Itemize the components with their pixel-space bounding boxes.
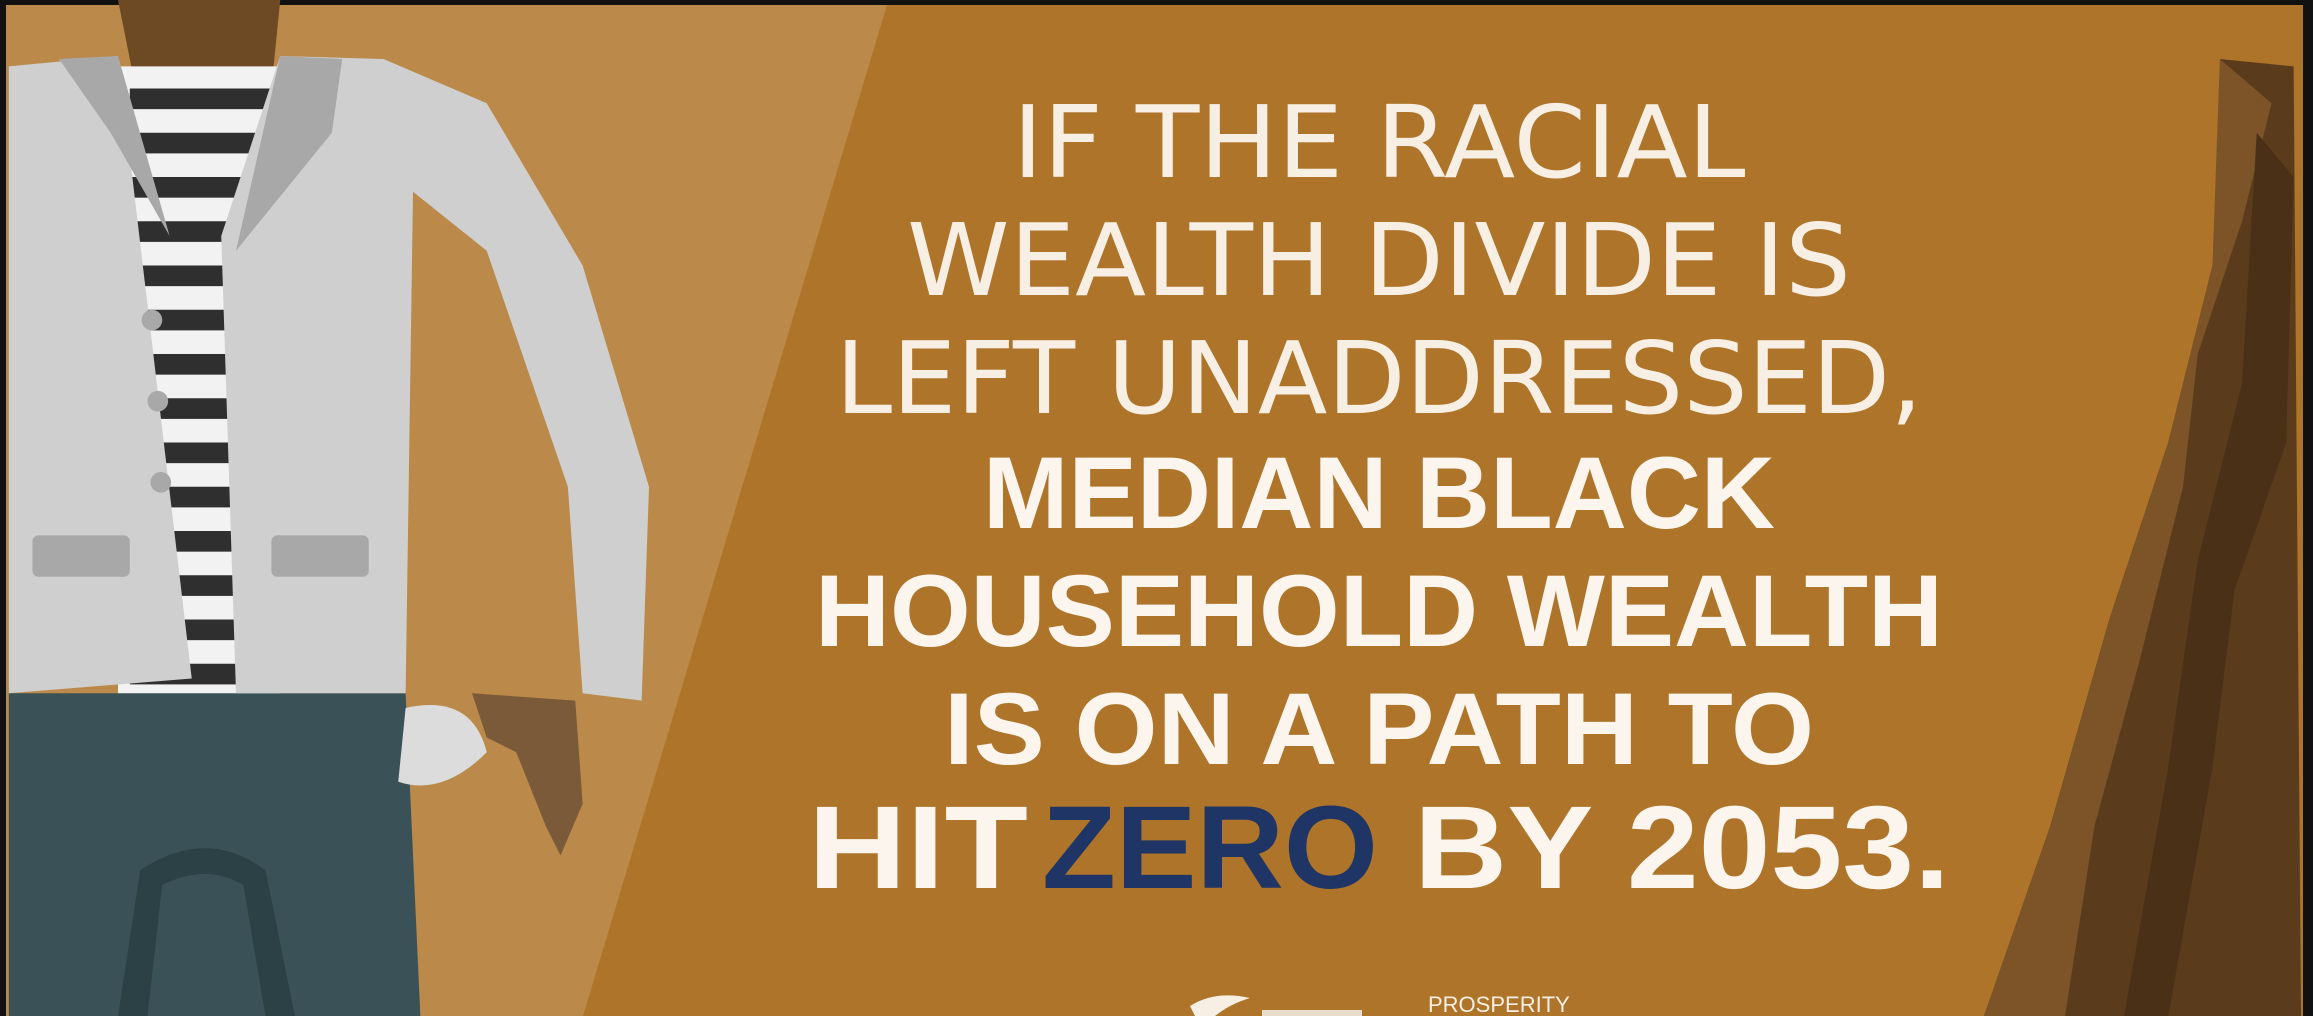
- infographic: IF THE RACIAL WEALTH DIVIDE IS LEFT UNAD…: [0, 0, 2313, 1016]
- headline-bold-line: IS ON A PATH TO: [944, 672, 1814, 786]
- headline-final-after: BY 2053.: [1414, 782, 1950, 914]
- headline-line: LEFT UNADDRESSED,: [836, 320, 1923, 437]
- headline-line: IF THE RACIAL: [1013, 84, 1746, 201]
- headline-bold-line: MEDIAN BLACK: [983, 436, 1775, 550]
- headline-line: WEALTH DIVIDE IS: [907, 202, 1851, 319]
- headline-bold-line: HOUSEHOLD WEALTH: [815, 554, 1943, 668]
- headline-final-highlight: ZERO: [1042, 782, 1378, 914]
- page: {"headline": {"lines": ["IF THE RACIAL",…: [0, 0, 2313, 1016]
- footer-logo-text: PROSPERITY: [1428, 992, 1570, 1016]
- headline-final-before: HIT: [808, 782, 1028, 914]
